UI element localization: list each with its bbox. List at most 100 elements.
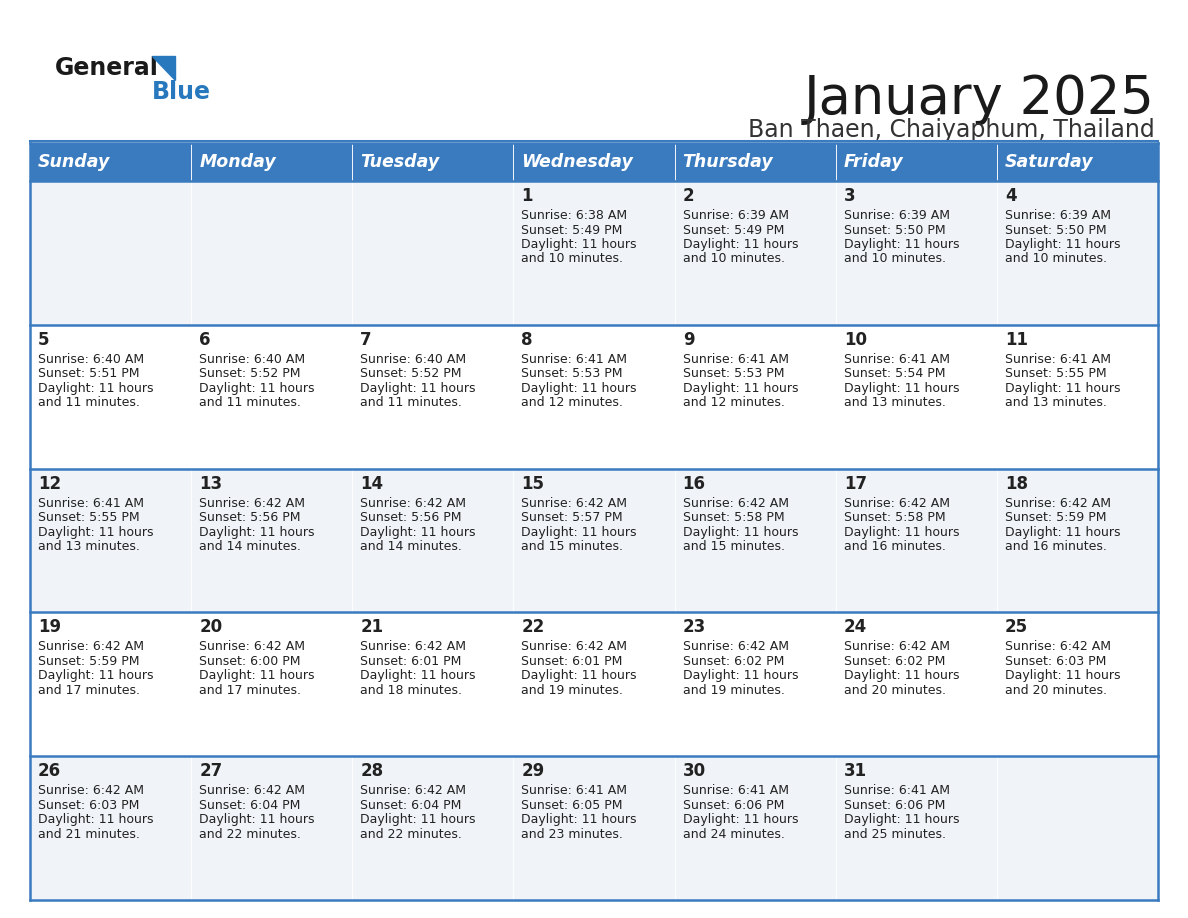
Text: Sunrise: 6:42 AM: Sunrise: 6:42 AM bbox=[200, 641, 305, 654]
Text: 3: 3 bbox=[843, 187, 855, 205]
Text: Sunrise: 6:42 AM: Sunrise: 6:42 AM bbox=[843, 641, 949, 654]
Bar bbox=[30, 612, 191, 756]
Text: and 22 minutes.: and 22 minutes. bbox=[360, 828, 462, 841]
Bar bbox=[997, 756, 1158, 900]
Text: Daylight: 11 hours: Daylight: 11 hours bbox=[843, 382, 959, 395]
Text: 8: 8 bbox=[522, 330, 533, 349]
Text: 28: 28 bbox=[360, 762, 384, 780]
Text: Sunrise: 6:39 AM: Sunrise: 6:39 AM bbox=[683, 209, 789, 222]
Text: Sunset: 6:01 PM: Sunset: 6:01 PM bbox=[360, 655, 462, 668]
Text: Sunrise: 6:41 AM: Sunrise: 6:41 AM bbox=[683, 784, 789, 797]
Text: and 19 minutes.: and 19 minutes. bbox=[683, 684, 784, 697]
Text: Daylight: 11 hours: Daylight: 11 hours bbox=[360, 526, 476, 539]
Text: 12: 12 bbox=[38, 475, 62, 493]
Text: 19: 19 bbox=[38, 619, 62, 636]
Text: and 17 minutes.: and 17 minutes. bbox=[200, 684, 302, 697]
Text: Thursday: Thursday bbox=[683, 153, 773, 171]
Text: Daylight: 11 hours: Daylight: 11 hours bbox=[683, 813, 798, 826]
Text: Sunrise: 6:42 AM: Sunrise: 6:42 AM bbox=[360, 497, 467, 509]
Text: 20: 20 bbox=[200, 619, 222, 636]
Bar bbox=[675, 181, 835, 325]
Text: and 11 minutes.: and 11 minutes. bbox=[200, 397, 301, 409]
Text: and 20 minutes.: and 20 minutes. bbox=[1005, 684, 1107, 697]
Text: and 25 minutes.: and 25 minutes. bbox=[843, 828, 946, 841]
Text: Tuesday: Tuesday bbox=[360, 153, 440, 171]
Text: Sunset: 5:58 PM: Sunset: 5:58 PM bbox=[683, 511, 784, 524]
Text: Sunrise: 6:41 AM: Sunrise: 6:41 AM bbox=[843, 784, 949, 797]
Bar bbox=[835, 325, 997, 468]
Bar bbox=[353, 612, 513, 756]
Text: 10: 10 bbox=[843, 330, 867, 349]
Text: Daylight: 11 hours: Daylight: 11 hours bbox=[683, 238, 798, 251]
Text: and 22 minutes.: and 22 minutes. bbox=[200, 828, 301, 841]
Text: Monday: Monday bbox=[200, 153, 276, 171]
Text: and 14 minutes.: and 14 minutes. bbox=[360, 540, 462, 554]
Text: Daylight: 11 hours: Daylight: 11 hours bbox=[843, 526, 959, 539]
Text: Daylight: 11 hours: Daylight: 11 hours bbox=[843, 669, 959, 682]
Text: 25: 25 bbox=[1005, 619, 1028, 636]
Text: Ban Thaen, Chaiyaphum, Thailand: Ban Thaen, Chaiyaphum, Thailand bbox=[748, 118, 1155, 142]
Text: Sunset: 5:52 PM: Sunset: 5:52 PM bbox=[360, 367, 462, 380]
Text: Sunset: 6:05 PM: Sunset: 6:05 PM bbox=[522, 799, 623, 812]
Text: and 10 minutes.: and 10 minutes. bbox=[843, 252, 946, 265]
Text: Sunset: 5:54 PM: Sunset: 5:54 PM bbox=[843, 367, 946, 380]
Text: Sunset: 6:06 PM: Sunset: 6:06 PM bbox=[683, 799, 784, 812]
Bar bbox=[30, 468, 191, 612]
Bar bbox=[191, 468, 353, 612]
Bar bbox=[353, 143, 513, 181]
Bar bbox=[513, 143, 675, 181]
Text: 29: 29 bbox=[522, 762, 545, 780]
Text: Sunrise: 6:42 AM: Sunrise: 6:42 AM bbox=[1005, 497, 1111, 509]
Bar bbox=[835, 756, 997, 900]
Text: 11: 11 bbox=[1005, 330, 1028, 349]
Bar bbox=[675, 756, 835, 900]
Text: Sunset: 6:04 PM: Sunset: 6:04 PM bbox=[360, 799, 462, 812]
Text: Daylight: 11 hours: Daylight: 11 hours bbox=[1005, 669, 1120, 682]
Bar bbox=[675, 612, 835, 756]
Bar bbox=[30, 143, 191, 181]
Text: 1: 1 bbox=[522, 187, 533, 205]
Text: and 11 minutes.: and 11 minutes. bbox=[38, 397, 140, 409]
Text: Sunset: 5:50 PM: Sunset: 5:50 PM bbox=[843, 223, 946, 237]
Text: Daylight: 11 hours: Daylight: 11 hours bbox=[683, 382, 798, 395]
Bar bbox=[513, 612, 675, 756]
Text: 31: 31 bbox=[843, 762, 867, 780]
Text: 18: 18 bbox=[1005, 475, 1028, 493]
Text: Sunset: 5:57 PM: Sunset: 5:57 PM bbox=[522, 511, 624, 524]
Text: Friday: Friday bbox=[843, 153, 904, 171]
Text: Sunset: 5:58 PM: Sunset: 5:58 PM bbox=[843, 511, 946, 524]
Text: and 12 minutes.: and 12 minutes. bbox=[683, 397, 784, 409]
Text: Daylight: 11 hours: Daylight: 11 hours bbox=[522, 813, 637, 826]
Text: Daylight: 11 hours: Daylight: 11 hours bbox=[200, 382, 315, 395]
Bar bbox=[513, 468, 675, 612]
Text: and 18 minutes.: and 18 minutes. bbox=[360, 684, 462, 697]
Text: Sunrise: 6:41 AM: Sunrise: 6:41 AM bbox=[683, 353, 789, 365]
Text: Sunset: 6:06 PM: Sunset: 6:06 PM bbox=[843, 799, 946, 812]
Text: Daylight: 11 hours: Daylight: 11 hours bbox=[843, 238, 959, 251]
Text: 15: 15 bbox=[522, 475, 544, 493]
Text: 23: 23 bbox=[683, 619, 706, 636]
Text: 5: 5 bbox=[38, 330, 50, 349]
Text: and 13 minutes.: and 13 minutes. bbox=[38, 540, 140, 554]
Text: Daylight: 11 hours: Daylight: 11 hours bbox=[360, 669, 476, 682]
Text: Sunset: 5:56 PM: Sunset: 5:56 PM bbox=[200, 511, 301, 524]
Text: Daylight: 11 hours: Daylight: 11 hours bbox=[1005, 526, 1120, 539]
Text: Sunrise: 6:42 AM: Sunrise: 6:42 AM bbox=[200, 497, 305, 509]
Text: and 20 minutes.: and 20 minutes. bbox=[843, 684, 946, 697]
Text: Daylight: 11 hours: Daylight: 11 hours bbox=[38, 813, 153, 826]
Bar bbox=[997, 325, 1158, 468]
Text: Saturday: Saturday bbox=[1005, 153, 1093, 171]
Text: and 10 minutes.: and 10 minutes. bbox=[1005, 252, 1107, 265]
Text: Sunrise: 6:39 AM: Sunrise: 6:39 AM bbox=[843, 209, 949, 222]
Bar bbox=[997, 468, 1158, 612]
Text: 21: 21 bbox=[360, 619, 384, 636]
Text: Sunrise: 6:40 AM: Sunrise: 6:40 AM bbox=[38, 353, 144, 365]
Bar bbox=[835, 143, 997, 181]
Text: and 16 minutes.: and 16 minutes. bbox=[1005, 540, 1107, 554]
Text: Daylight: 11 hours: Daylight: 11 hours bbox=[522, 382, 637, 395]
Text: 9: 9 bbox=[683, 330, 694, 349]
Text: Sunset: 5:49 PM: Sunset: 5:49 PM bbox=[683, 223, 784, 237]
Text: Sunset: 5:50 PM: Sunset: 5:50 PM bbox=[1005, 223, 1106, 237]
Text: Daylight: 11 hours: Daylight: 11 hours bbox=[522, 669, 637, 682]
Text: 7: 7 bbox=[360, 330, 372, 349]
